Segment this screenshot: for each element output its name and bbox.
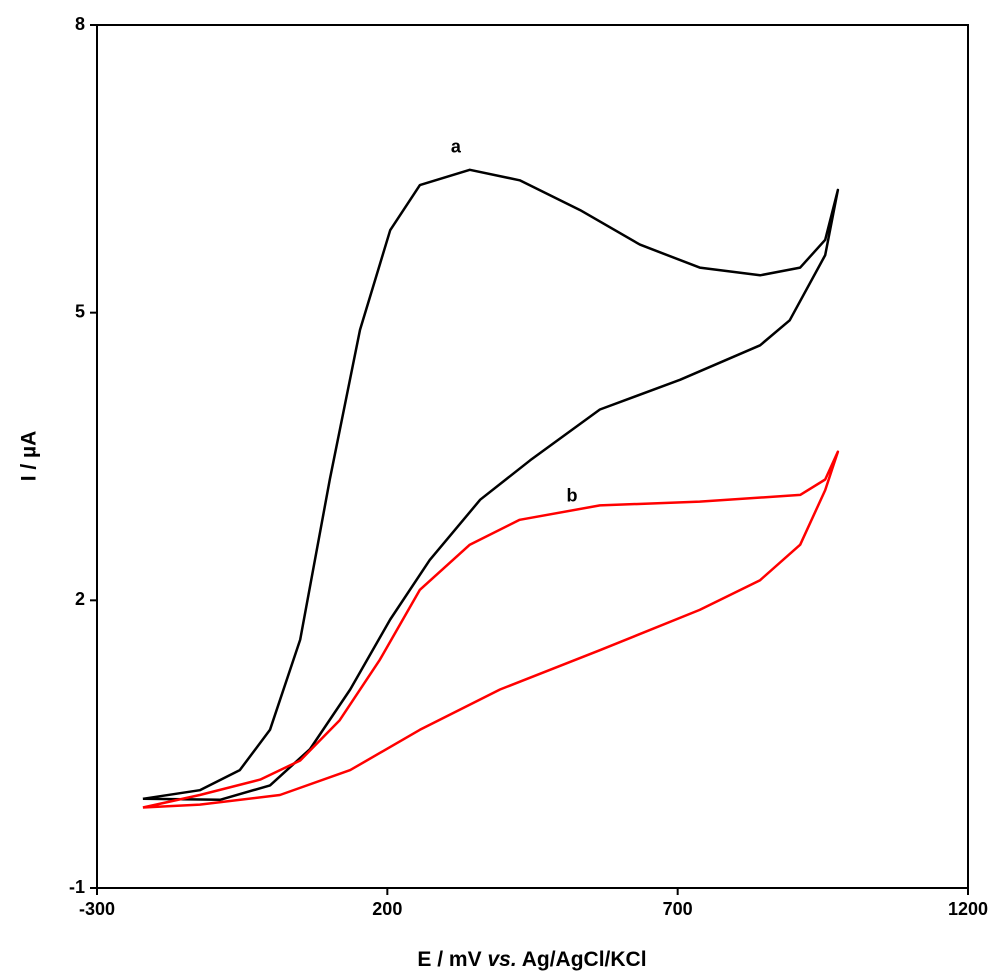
y-tick-label: 2 (75, 589, 85, 609)
y-tick-label: 8 (75, 14, 85, 34)
x-label-part: E / mV (417, 948, 481, 971)
x-label-part: vs. (487, 948, 516, 971)
curve-annotation: a (451, 136, 462, 156)
y-tick-label: 5 (75, 301, 85, 321)
y-tick-label: -1 (69, 877, 85, 897)
cv-curve (142, 450, 840, 809)
x-label-part: Ag/AgCl/KCl (522, 948, 647, 971)
x-tick-label: -300 (79, 899, 115, 919)
x-tick-label: 1200 (948, 899, 988, 919)
x-tick-label: 200 (372, 899, 402, 919)
curve-annotation: b (566, 486, 577, 506)
plot-frame (96, 24, 969, 889)
x-tick-label: 700 (663, 899, 693, 919)
y-axis-label: I / µA (18, 431, 41, 482)
cv-curve (142, 168, 840, 802)
x-axis-label: E / mV vs. Ag/AgCl/KCl (417, 948, 646, 971)
